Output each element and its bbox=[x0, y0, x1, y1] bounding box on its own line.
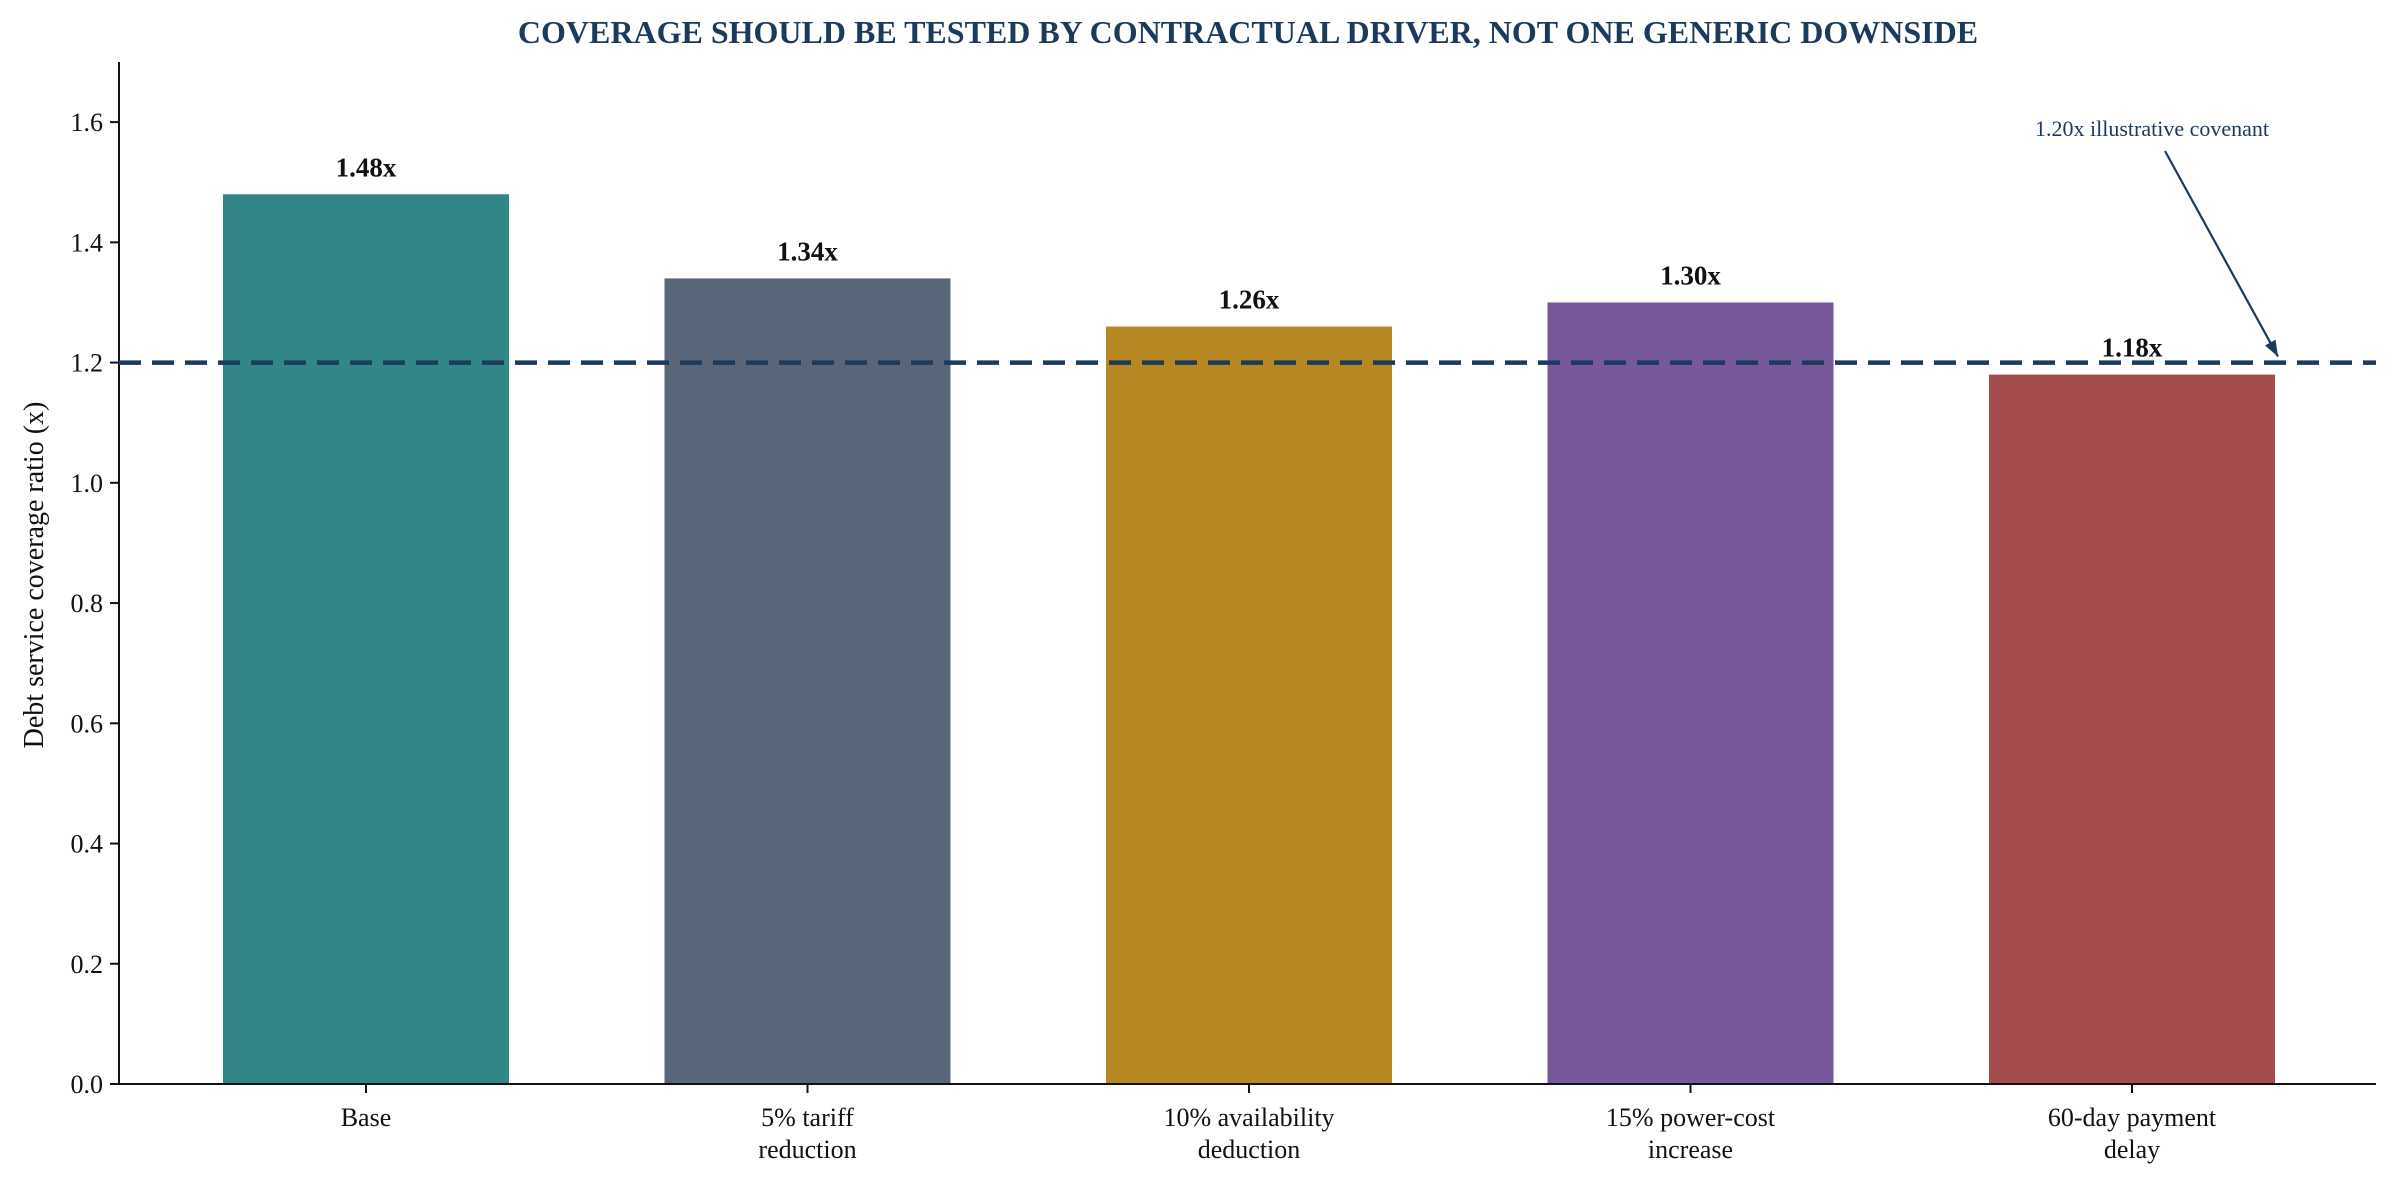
y-tick-label-5: 1.0 bbox=[71, 469, 104, 498]
x-tick-label-4-line-1: 15% power-cost bbox=[1606, 1103, 1776, 1132]
y-tick-label-6: 1.2 bbox=[71, 349, 104, 378]
annotation-arrow-head bbox=[2265, 339, 2278, 357]
y-tick-label-1: 0.2 bbox=[71, 950, 104, 979]
bar-value-label-3: 1.26x bbox=[1219, 285, 1280, 315]
bar-2 bbox=[664, 278, 951, 1084]
y-tick-label-3: 0.6 bbox=[71, 709, 104, 738]
bar-value-label-4: 1.30x bbox=[1660, 260, 1721, 290]
y-tick-label-0: 0.0 bbox=[71, 1070, 104, 1099]
bar-3 bbox=[1106, 326, 1392, 1084]
plot-area: 1.48x 1.34x 1.26x 1.30x 1.18x 0.0 0.2 0.4 0.6 0.8… bbox=[71, 62, 2376, 1164]
y-tick-label-4: 0.8 bbox=[71, 589, 104, 618]
bar-value-label-2: 1.34x bbox=[777, 236, 838, 266]
chart-title: COVERAGE SHOULD BE TESTED BY CONTRACTUAL… bbox=[518, 14, 1978, 50]
y-tick-label-2: 0.4 bbox=[71, 830, 104, 859]
y-axis-label: Debt service coverage ratio (x) bbox=[19, 402, 50, 749]
bar-5 bbox=[1989, 374, 2275, 1084]
y-tick-label-8: 1.6 bbox=[71, 108, 104, 137]
x-tick-label-3-line-2: deduction bbox=[1198, 1135, 1301, 1164]
bar-value-label-5: 1.18x bbox=[2102, 333, 2163, 363]
y-tick-label-7: 1.4 bbox=[71, 228, 104, 257]
bar-1 bbox=[223, 194, 509, 1085]
x-tick-label-3-line-1: 10% availability bbox=[1163, 1103, 1334, 1132]
x-tick-label-5-line-1: 60-day payment bbox=[2048, 1103, 2217, 1132]
bar-value-label-1: 1.48x bbox=[336, 152, 397, 182]
x-tick-label-2-line-2: reduction bbox=[758, 1135, 856, 1164]
x-tick-label-2-line-1: 5% tariff bbox=[761, 1103, 854, 1132]
bar-4 bbox=[1547, 302, 1834, 1084]
x-tick-label-4-line-2: increase bbox=[1648, 1135, 1733, 1164]
annotation-arrow-shaft bbox=[2164, 150, 2279, 358]
covenant-annotation: 1.20x illustrative covenant bbox=[2035, 116, 2269, 141]
x-tick-label-5-line-2: delay bbox=[2104, 1135, 2160, 1164]
x-tick-label-1-line-1: Base bbox=[341, 1103, 392, 1132]
